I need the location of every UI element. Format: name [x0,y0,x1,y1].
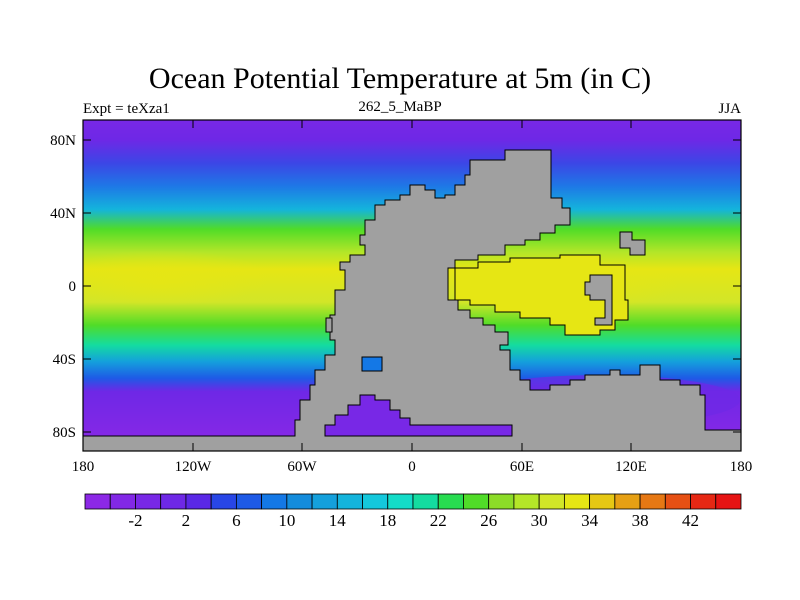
lat-label-80n: 80N [50,133,76,149]
colorbar-label: 38 [632,511,649,530]
colorbar-swatch [437,493,464,510]
lat-major-ticks [83,139,741,433]
land-island-east [584,274,613,326]
inland-sea [454,254,629,336]
colorbar-swatch [488,493,515,510]
colorbar-swatch [639,493,666,510]
lon-major-ticks [82,120,742,451]
colorbar-label: 30 [531,511,548,530]
colorbar-swatch [261,493,288,510]
lat-label-0: 0 [69,279,77,295]
southern-polar-sea [324,394,513,437]
experiment-label: Expt = teXza1 [83,101,170,117]
colorbar-swatch [286,493,313,510]
colorbar-swatch [235,493,263,510]
colorbar-swatch [614,493,641,510]
colorbar-labels: -2 2 6 10 14 18 22 26 30 34 38 42 [128,511,699,530]
lon-label-180w: 180 [72,459,95,475]
lon-label-0: 0 [408,459,416,475]
lon-label-180e: 180 [730,459,753,475]
colorbar-swatch [336,493,363,510]
colorbar-label: 6 [232,511,241,530]
colorbar-swatch [589,493,616,510]
lat-label-80s: 80S [53,425,76,441]
colorbar-swatch [538,493,565,510]
warm-pool-west [83,250,270,306]
colorbar-swatch [463,493,490,510]
colorbar-swatch [362,493,389,510]
colorbar-label: -2 [128,511,142,530]
colorbar-swatch [135,493,162,510]
colorbar-swatch [715,493,742,510]
colorbar-swatch [690,493,717,510]
season-label: JJA [718,101,741,117]
colorbar-label: 26 [480,511,497,530]
land-island-west [325,317,333,333]
colorbar-label: 14 [329,511,347,530]
lon-label-60w: 60W [287,459,317,475]
colorbar [84,493,742,510]
colorbar-swatch [185,493,212,510]
lat-label-40n: 40N [50,206,76,222]
lat-label-40s: 40S [53,352,76,368]
inland-lake [361,356,383,372]
colorbar-swatch [513,493,540,510]
colorbar-label: 42 [682,511,699,530]
colorbar-label: 18 [379,511,396,530]
lon-label-60e: 60E [510,459,534,475]
colorbar-swatch [387,493,414,510]
colorbar-swatch [210,493,237,510]
colorbar-label: 2 [182,511,191,530]
colorbar-swatch [664,493,691,510]
colorbar-label: 10 [278,511,295,530]
colorbar-label: 22 [430,511,447,530]
colorbar-swatch [311,493,338,510]
colorbar-swatch [109,493,136,510]
colorbar-swatch [563,493,591,510]
land-peninsula-ne [619,231,646,256]
colorbar-swatch [412,493,439,510]
lon-label-120w: 120W [175,459,213,475]
period-label: 262_5_MaBP [358,99,442,115]
lon-label-120e: 120E [615,459,647,475]
colorbar-swatch [84,493,111,510]
colorbar-swatch [160,493,187,510]
land-pangaea [83,149,741,451]
colorbar-label: 34 [581,511,599,530]
chart-title: Ocean Potential Temperature at 5m (in C) [148,62,652,95]
